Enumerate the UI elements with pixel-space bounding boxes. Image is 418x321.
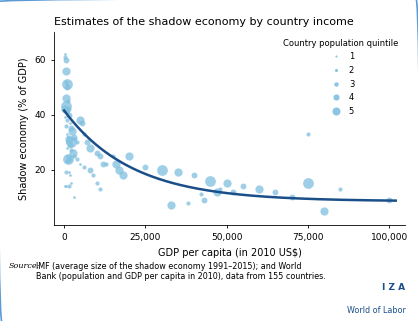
Point (62, 184, 69, 189)
Point (67, 181, 74, 186)
Point (87, 167, 94, 172)
Point (62, 107, 69, 112)
Point (126, 153, 133, 159)
Point (191, 173, 197, 178)
Point (168, 203, 175, 208)
Point (64, 98, 71, 103)
Point (142, 164, 149, 169)
Point (113, 161, 120, 167)
Point (87, 145, 94, 150)
Point (65, 159, 71, 164)
Point (116, 167, 123, 172)
Point (65, 184, 72, 189)
Point (230, 189, 237, 194)
Point (79, 120, 85, 126)
Point (240, 184, 246, 189)
Point (64, 82, 70, 87)
Point (70, 151, 76, 156)
Point (62, 57, 69, 62)
Point (68, 148, 74, 153)
Point (110, 153, 116, 159)
Point (74, 156, 80, 161)
Point (72, 137, 79, 142)
Point (184, 200, 191, 205)
Point (62, 54, 69, 59)
Point (66, 170, 73, 175)
Point (158, 167, 165, 172)
Point (119, 173, 126, 178)
Point (63, 159, 70, 164)
Point (62, 96, 69, 101)
Point (65, 107, 71, 112)
Text: World of Labor: World of Labor (347, 306, 405, 315)
Point (65, 156, 71, 161)
Point (69, 129, 76, 134)
Legend: 1, 2, 3, 4, 5: 1, 2, 3, 4, 5 (281, 36, 401, 118)
Point (66, 112, 72, 117)
Point (103, 161, 110, 167)
Point (64, 153, 71, 159)
Point (305, 131, 311, 136)
Point (207, 178, 214, 183)
Point (97, 187, 103, 192)
Point (321, 208, 328, 213)
Point (64, 131, 71, 136)
Point (93, 181, 100, 186)
Point (64, 117, 70, 123)
X-axis label: GDP per capita (in 2010 US$): GDP per capita (in 2010 US$) (158, 247, 302, 257)
Point (64, 84, 70, 90)
Point (256, 187, 263, 192)
Point (90, 173, 97, 178)
Point (93, 151, 100, 156)
Point (272, 189, 279, 194)
Point (62, 184, 69, 189)
Point (80, 131, 87, 136)
Point (67, 126, 74, 131)
Text: IMF (average size of the shadow economy 1991–2015); and World
Bank (population a: IMF (average size of the shadow economy … (36, 262, 325, 281)
Point (386, 197, 393, 203)
Point (214, 189, 220, 194)
Point (67, 140, 74, 145)
Point (288, 195, 295, 200)
Point (62, 52, 69, 57)
Point (337, 187, 344, 192)
Y-axis label: Shadow economy (% of GDP): Shadow economy (% of GDP) (19, 57, 29, 200)
Point (74, 140, 80, 145)
Point (66, 142, 73, 147)
Point (77, 117, 84, 123)
Point (175, 170, 181, 175)
Point (71, 195, 77, 200)
Point (97, 153, 103, 159)
Point (66, 137, 72, 142)
Point (201, 197, 207, 203)
Point (66, 156, 72, 161)
Point (66, 173, 73, 178)
Text: I Z A: I Z A (382, 283, 405, 292)
Point (197, 192, 204, 197)
Point (63, 104, 69, 109)
Point (71, 134, 77, 139)
Point (63, 68, 69, 73)
Point (64, 82, 71, 87)
Point (63, 170, 69, 175)
Point (65, 134, 71, 139)
Text: Estimates of the shadow economy by country income: Estimates of the shadow economy by count… (54, 17, 354, 27)
Point (305, 181, 311, 186)
Point (65, 109, 71, 115)
Point (62, 115, 69, 120)
Point (64, 145, 70, 150)
Point (64, 140, 70, 145)
Point (77, 161, 84, 167)
Point (71, 153, 77, 159)
Point (100, 161, 107, 167)
Point (217, 187, 224, 192)
Point (63, 79, 70, 84)
Point (64, 109, 70, 115)
Text: Source:: Source: (8, 262, 40, 270)
Point (84, 140, 90, 145)
Point (63, 123, 70, 128)
Point (223, 181, 230, 186)
Point (66, 120, 73, 126)
Point (80, 164, 87, 169)
